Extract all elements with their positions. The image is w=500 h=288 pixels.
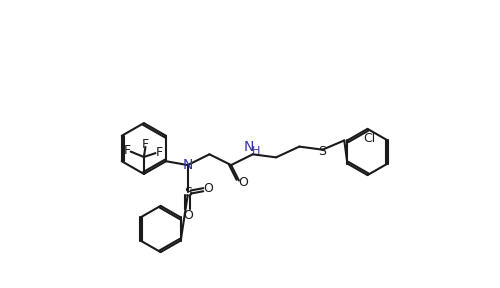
Text: Cl: Cl bbox=[363, 132, 375, 145]
Text: O: O bbox=[203, 182, 213, 196]
Text: F: F bbox=[142, 138, 149, 151]
Text: S: S bbox=[318, 145, 326, 158]
Text: F: F bbox=[124, 144, 130, 157]
Text: H: H bbox=[252, 146, 260, 156]
Text: N: N bbox=[244, 140, 254, 154]
Text: O: O bbox=[183, 209, 192, 222]
Text: N: N bbox=[182, 158, 193, 172]
Text: F: F bbox=[156, 146, 163, 159]
Text: S: S bbox=[184, 186, 192, 199]
Text: O: O bbox=[238, 176, 248, 189]
